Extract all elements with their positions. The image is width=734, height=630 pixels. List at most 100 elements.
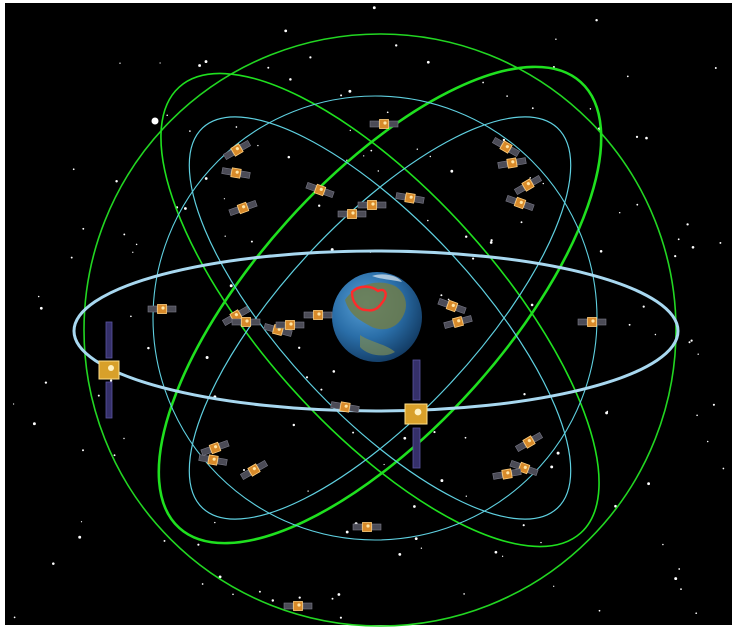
star [39, 306, 43, 310]
star [589, 108, 592, 110]
star [113, 454, 116, 457]
star [636, 203, 639, 206]
star [413, 505, 416, 508]
star [542, 182, 544, 185]
earth [332, 272, 422, 362]
meo-satellite [357, 200, 387, 210]
star [654, 333, 657, 336]
star [205, 356, 209, 359]
star [722, 467, 725, 470]
star [677, 238, 680, 241]
star [258, 590, 261, 593]
star [163, 539, 166, 542]
star [695, 612, 698, 615]
star [242, 468, 246, 472]
inclined-orbit-plane-a [157, 65, 603, 545]
geo-satellite [404, 359, 428, 469]
star [403, 436, 407, 440]
star [690, 339, 693, 342]
star [189, 130, 191, 132]
star [349, 129, 351, 132]
star [599, 250, 603, 253]
starfield [12, 6, 725, 619]
star [501, 555, 504, 557]
star [614, 504, 617, 508]
star [340, 94, 343, 97]
star [531, 107, 534, 110]
star [44, 381, 48, 384]
star [598, 609, 601, 612]
meo-satellite [231, 317, 261, 327]
star [292, 423, 296, 427]
star [647, 482, 650, 486]
meo-satellite [577, 317, 607, 327]
star [464, 235, 468, 238]
star [494, 550, 498, 554]
star [506, 95, 508, 97]
star [218, 575, 222, 579]
star [395, 44, 398, 47]
star [674, 255, 677, 258]
star [78, 535, 82, 539]
star [135, 243, 138, 246]
star [706, 440, 709, 443]
star [363, 155, 365, 157]
star [465, 495, 467, 497]
star [119, 62, 121, 64]
bright-star [151, 117, 159, 125]
star [37, 295, 40, 298]
star [307, 490, 309, 492]
star [123, 233, 126, 236]
star [520, 221, 523, 224]
star [201, 583, 204, 585]
star [522, 524, 525, 527]
star [132, 251, 134, 253]
star [159, 62, 161, 64]
star [370, 149, 373, 152]
meo-satellite [337, 209, 367, 219]
star [618, 211, 621, 214]
star [97, 394, 100, 397]
star [440, 479, 444, 483]
meo-satellite [147, 304, 177, 314]
highlight-region [350, 285, 387, 312]
star [284, 29, 288, 33]
star [463, 593, 465, 595]
star [540, 541, 542, 544]
meo-satellite [283, 601, 313, 611]
meo-satellite [275, 320, 305, 330]
star [267, 66, 270, 69]
star [82, 449, 84, 452]
star [214, 521, 216, 524]
star [377, 170, 380, 172]
star [450, 169, 454, 173]
star [416, 148, 419, 150]
star [398, 553, 402, 556]
star [530, 303, 534, 307]
star [339, 616, 342, 619]
star [223, 198, 226, 200]
star [372, 6, 376, 10]
star [696, 414, 698, 417]
star [472, 257, 475, 260]
star [429, 155, 432, 158]
star [332, 370, 336, 373]
star [605, 411, 609, 415]
geo-satellite [98, 321, 120, 419]
star [719, 241, 722, 244]
star [345, 530, 349, 534]
star [287, 155, 291, 159]
star [529, 177, 532, 179]
star [642, 305, 645, 308]
star [628, 323, 631, 326]
star [166, 114, 168, 116]
star [289, 78, 292, 81]
star [433, 431, 436, 434]
outer-orbit-ring [83, 33, 677, 627]
star [635, 135, 639, 139]
star [464, 436, 467, 439]
star [224, 235, 226, 237]
star [229, 284, 233, 288]
star [309, 56, 312, 59]
